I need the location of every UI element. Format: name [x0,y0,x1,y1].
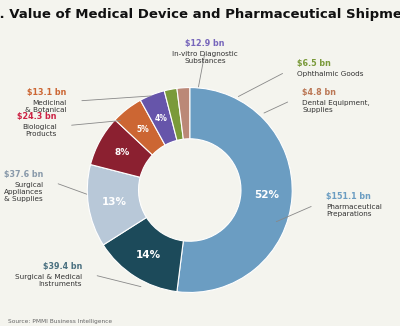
Text: $6.5 bn: $6.5 bn [297,59,331,68]
Text: Medicinal
& Botanical: Medicinal & Botanical [25,100,67,113]
Wedge shape [115,100,165,155]
Text: $24.3 bn: $24.3 bn [17,112,56,121]
Text: $13.1 bn: $13.1 bn [28,88,67,97]
Wedge shape [87,165,146,245]
Text: Dental Equipment,
Supplies: Dental Equipment, Supplies [302,100,370,113]
Text: $12.9 bn: $12.9 bn [185,38,225,48]
Text: 14%: 14% [136,250,161,260]
Text: 13%: 13% [101,197,126,207]
Text: Pharmaceutical
Preparations: Pharmaceutical Preparations [326,204,382,217]
Text: Source: PMMI Business Intelligence: Source: PMMI Business Intelligence [8,319,112,324]
Wedge shape [177,88,190,139]
Text: 5%: 5% [136,125,149,134]
Text: 8%: 8% [115,148,130,157]
Text: U.S. Value of Medical Device and Pharmaceutical Shipments: U.S. Value of Medical Device and Pharmac… [0,8,400,21]
Text: $151.1 bn: $151.1 bn [326,192,371,201]
Text: Biological
Products: Biological Products [22,125,56,138]
Text: Surgical & Medical
Instruments: Surgical & Medical Instruments [15,274,82,287]
Text: In-vitro Diagnostic
Substances: In-vitro Diagnostic Substances [172,51,238,64]
Text: $37.6 bn: $37.6 bn [4,170,43,179]
Text: Ophthalmic Goods: Ophthalmic Goods [297,71,364,77]
Text: 4%: 4% [155,114,168,123]
Text: 52%: 52% [254,190,279,200]
Wedge shape [140,91,177,145]
Text: $39.4 bn: $39.4 bn [43,262,82,271]
Text: $4.8 bn: $4.8 bn [302,88,336,97]
Text: Surgical
Appliances
& Supplies: Surgical Appliances & Supplies [4,182,43,202]
Wedge shape [164,88,183,141]
Wedge shape [103,217,183,292]
Wedge shape [177,88,292,292]
Wedge shape [90,120,152,177]
